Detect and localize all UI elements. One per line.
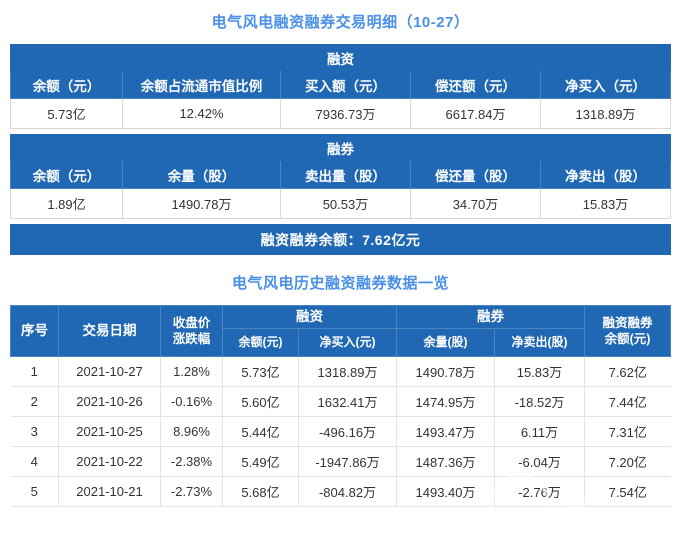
margin-buy-value-ratio: 12.42% [121, 98, 281, 129]
history-cell-margin-net-buy: 1318.89万 [298, 356, 397, 387]
history-cell-short-net-sell: -18.52万 [494, 386, 585, 417]
history-header-index: 序号 [10, 305, 59, 357]
history-cell-date: 2021-10-27 [58, 356, 161, 387]
history-cell-date: 2021-10-22 [58, 446, 161, 477]
history-header-row-1: 序号 交易日期 收盘价 涨跌幅 融资 融券 融资融券 余额(元) [10, 305, 671, 357]
margin-buy-header-balance: 余额（元） [9, 70, 123, 99]
history-cell-index: 1 [10, 356, 59, 387]
history-cell-date: 2021-10-25 [58, 416, 161, 447]
history-cell-index: 3 [10, 416, 59, 447]
history-cell-short-net-sell: -6.04万 [494, 446, 585, 477]
history-header-row-2: 余额(元) 净买入(元) 余量(股) 净卖出(股) [11, 328, 671, 357]
margin-buy-header-net-buy: 净买入（元） [539, 70, 672, 99]
margin-buy-value-row: 5.73亿 12.42% 7936.73万 6617.84万 1318.89万 [9, 98, 672, 129]
history-cell-change: -2.38% [160, 446, 223, 477]
history-header-group-short: 融券 [396, 305, 585, 329]
detail-summary-row: 融资融券余额：7.62亿元 [9, 224, 672, 255]
history-cell-change: -0.16% [160, 386, 223, 417]
short-sell-header-balance: 余额（元） [9, 160, 123, 189]
history-header-short-volume: 余量(股) [396, 328, 495, 357]
history-cell-short-volume: 1487.36万 [396, 446, 495, 477]
history-cell-total-balance: 7.20亿 [584, 446, 671, 477]
history-header-change-line2: 涨跌幅 [172, 332, 211, 346]
history-cell-margin-net-buy: 1632.41万 [298, 386, 397, 417]
short-sell-value-sell-vol: 50.53万 [279, 188, 411, 219]
history-cell-change: -2.73% [160, 476, 223, 507]
history-header-margin-balance: 余额(元) [222, 328, 299, 357]
short-sell-value-balance: 1.89亿 [9, 188, 123, 219]
table-row[interactable]: 1 2021-10-27 1.28% 5.73亿 1318.89万 1490.78万 15.… [10, 356, 671, 387]
history-cell-date: 2021-10-26 [58, 386, 161, 417]
table-row[interactable]: 2 2021-10-26 -0.16% 5.60亿 1632.41万 1474.95万 -1… [10, 386, 671, 417]
table-row[interactable]: 3 2021-10-25 8.96% 5.44亿 -496.16万 1493.47万 6.1… [10, 416, 671, 447]
short-sell-value-repay-vol: 34.70万 [409, 188, 541, 219]
history-data-table: 序号 交易日期 收盘价 涨跌幅 融资 融券 融资融券 余额(元) 余额(元) 净… [10, 305, 671, 507]
total-margin-balance-summary: 融资融券余额：7.62亿元 [9, 224, 672, 255]
history-header-group-margin: 融资 [222, 305, 397, 329]
history-cell-total-balance: 7.31亿 [584, 416, 671, 447]
history-cell-change: 1.28% [160, 356, 223, 387]
margin-trading-detail-table: 融资 余额（元） 余额占流通市值比例 买入额（元） 偿还额（元） 净买入（元） … [9, 44, 672, 255]
history-cell-margin-balance: 5.49亿 [222, 446, 299, 477]
history-cell-short-volume: 1493.40万 [396, 476, 495, 507]
history-cell-short-volume: 1493.47万 [396, 416, 495, 447]
margin-buy-header-repay: 偿还额（元） [409, 70, 541, 99]
margin-buy-header-row: 余额（元） 余额占流通市值比例 买入额（元） 偿还额（元） 净买入（元） [9, 70, 672, 99]
history-cell-short-volume: 1474.95万 [396, 386, 495, 417]
history-header-change-line1: 收盘价 [172, 315, 211, 330]
history-cell-change: 8.96% [160, 416, 223, 447]
history-cell-margin-net-buy: -1947.86万 [298, 446, 397, 477]
history-cell-margin-net-buy: -804.82万 [298, 476, 397, 507]
short-sell-value-row: 1.89亿 1490.78万 50.53万 34.70万 15.83万 [9, 188, 672, 219]
margin-buy-value-buy-amount: 7936.73万 [279, 98, 411, 129]
history-header-change: 收盘价 涨跌幅 [160, 305, 223, 357]
history-header-total: 融资融券 余额(元) [584, 305, 671, 357]
detail-table-spacer-2 [10, 218, 671, 225]
short-sell-header-sell-vol: 卖出量（股） [279, 160, 411, 189]
table-row[interactable]: 4 2021-10-22 -2.38% 5.49亿 -1947.86万 1487.36万 -… [10, 446, 671, 477]
margin-buy-band-label: 融资 [9, 44, 672, 71]
history-cell-short-net-sell: 15.83万 [494, 356, 585, 387]
short-sell-header-repay-vol: 偿还量（股） [409, 160, 541, 189]
history-cell-total-balance: 7.44亿 [584, 386, 671, 417]
history-table-body: 1 2021-10-27 1.28% 5.73亿 1318.89万 1490.78万 15.… [10, 356, 671, 507]
history-header-total-line1: 融资融券 [602, 315, 653, 330]
history-cell-margin-balance: 5.44亿 [222, 416, 299, 447]
margin-buy-band-row: 融资 [9, 44, 672, 71]
history-cell-short-net-sell: -2.76万 [494, 476, 585, 507]
short-sell-band-row: 融券 [9, 134, 672, 161]
detail-section-title: 电气风电融资融券交易明细（10-27） [211, 14, 470, 31]
margin-buy-value-balance: 5.73亿 [9, 98, 123, 129]
history-cell-margin-balance: 5.73亿 [222, 356, 299, 387]
history-header-total-line2: 余额(元) [604, 332, 651, 346]
margin-buy-header-ratio: 余额占流通市值比例 [121, 70, 281, 99]
history-cell-margin-balance: 5.68亿 [222, 476, 299, 507]
margin-buy-header-buy-amount: 买入额（元） [279, 70, 411, 99]
short-sell-header-row: 余额（元） 余量（股） 卖出量（股） 偿还量（股） 净卖出（股） [9, 160, 672, 189]
history-header-short-net-sell: 净卖出(股) [494, 328, 585, 357]
short-sell-value-net-sell: 15.83万 [539, 188, 672, 219]
history-cell-date: 2021-10-21 [58, 476, 161, 507]
history-cell-index: 4 [10, 446, 59, 477]
margin-buy-value-net-buy: 1318.89万 [539, 98, 672, 129]
margin-buy-value-repay: 6617.84万 [409, 98, 541, 129]
history-header-margin-net-buy: 净买入(元) [298, 328, 397, 357]
history-cell-index: 2 [10, 386, 59, 417]
short-sell-header-volume: 余量（股） [121, 160, 281, 189]
short-sell-value-volume: 1490.78万 [121, 188, 281, 219]
short-sell-header-net-sell: 净卖出（股） [539, 160, 672, 189]
history-cell-total-balance: 7.62亿 [584, 356, 671, 387]
history-cell-total-balance: 7.54亿 [584, 476, 671, 507]
history-header-date: 交易日期 [58, 305, 161, 357]
short-sell-band-label: 融券 [9, 134, 672, 161]
history-cell-short-net-sell: 6.11万 [494, 416, 585, 447]
history-cell-margin-balance: 5.60亿 [222, 386, 299, 417]
detail-table-spacer [10, 128, 671, 135]
history-cell-short-volume: 1490.78万 [396, 356, 495, 387]
table-row[interactable]: 5 2021-10-21 -2.73% 5.68亿 -804.82万 1493.40万 -2… [10, 476, 671, 507]
history-cell-margin-net-buy: -496.16万 [298, 416, 397, 447]
history-cell-index: 5 [10, 476, 59, 507]
history-section-title: 电气风电历史融资融券数据一览 [231, 275, 449, 292]
